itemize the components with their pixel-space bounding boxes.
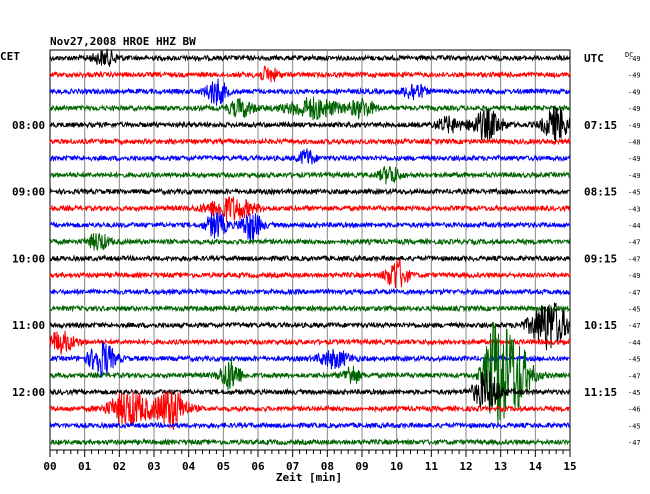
chart-title: Nov27,2008 HROE HHZ BW xyxy=(50,35,196,48)
seismic-trace xyxy=(49,437,571,447)
left-timezone: CET xyxy=(0,50,20,63)
dc-value: -44 xyxy=(628,222,641,230)
seismic-trace xyxy=(49,257,571,289)
dc-label: DC xyxy=(625,51,633,59)
plot-frame xyxy=(49,49,571,451)
left-time-label: 12:00 xyxy=(12,386,45,399)
label-layer: Nov27,2008 HROE HHZ BW CET DC Zeit [min]… xyxy=(0,35,641,484)
right-time-label: 11:15 xyxy=(584,386,617,399)
seismic-trace xyxy=(49,187,571,196)
seismic-trace xyxy=(49,65,571,83)
dc-value: -49 xyxy=(628,122,641,130)
dc-value: -46 xyxy=(628,406,641,414)
x-tick-label: 10 xyxy=(390,460,403,473)
dc-value: -47 xyxy=(628,372,641,380)
seismic-trace xyxy=(49,330,571,355)
seismic-trace xyxy=(49,96,571,121)
dc-value: -47 xyxy=(628,239,641,247)
right-time-label: 10:15 xyxy=(584,319,617,332)
dc-value: -43 xyxy=(628,205,641,213)
seismic-trace xyxy=(49,137,571,146)
x-tick-label: 07 xyxy=(286,460,299,473)
dc-value: -45 xyxy=(628,389,641,397)
dc-value: -49 xyxy=(628,272,641,280)
x-tick-label: 13 xyxy=(494,460,507,473)
x-tick-label: 05 xyxy=(217,460,230,473)
left-time-label: 11:00 xyxy=(12,319,45,332)
right-time-label: 09:15 xyxy=(584,252,617,265)
trace-layer xyxy=(49,48,571,447)
dc-value: -49 xyxy=(628,155,641,163)
x-tick-label: 11 xyxy=(425,460,439,473)
dc-value: -49 xyxy=(628,88,641,96)
left-time-label: 10:00 xyxy=(12,252,45,265)
x-tick-label: 12 xyxy=(459,460,472,473)
left-time-label: 09:00 xyxy=(12,186,45,199)
seismic-trace xyxy=(49,165,571,185)
dc-value: -47 xyxy=(628,255,641,263)
right-time-label: 07:15 xyxy=(584,119,617,132)
right-time-label: UTC xyxy=(584,52,604,65)
seismic-trace xyxy=(49,148,571,165)
x-tick-label: 03 xyxy=(147,460,160,473)
seismic-trace xyxy=(49,287,571,297)
seismic-trace xyxy=(49,254,571,263)
left-time-label: 08:00 xyxy=(12,119,45,132)
seismic-trace xyxy=(49,341,571,378)
seismic-trace xyxy=(49,211,571,241)
seismic-trace xyxy=(49,421,571,430)
x-tick-label: 04 xyxy=(182,460,196,473)
dc-value: -47 xyxy=(628,289,641,297)
seismic-trace xyxy=(49,105,571,143)
dc-value: -49 xyxy=(628,72,641,80)
x-tick-label: 15 xyxy=(563,460,576,473)
dc-value: -49 xyxy=(628,105,641,113)
dc-value: -47 xyxy=(628,439,641,447)
dc-value: -45 xyxy=(628,422,641,430)
x-tick-label: 09 xyxy=(355,460,368,473)
x-tick-label: 00 xyxy=(43,460,56,473)
seismic-trace xyxy=(49,196,571,222)
seismic-trace xyxy=(49,370,571,412)
seismic-trace xyxy=(49,321,571,424)
dc-value: -48 xyxy=(628,139,641,147)
dc-value: -49 xyxy=(628,172,641,180)
x-tick-label: 08 xyxy=(321,460,334,473)
dc-value: -49 xyxy=(628,55,641,63)
x-tick-label: 02 xyxy=(113,460,126,473)
seismic-trace xyxy=(49,390,571,431)
x-axis-label: Zeit [min] xyxy=(276,471,342,484)
dc-value: -45 xyxy=(628,189,641,197)
right-time-label: 08:15 xyxy=(584,186,617,199)
seismic-trace xyxy=(49,78,570,106)
seismic-trace xyxy=(49,304,571,313)
dc-value: -44 xyxy=(628,339,641,347)
x-axis: 00 01 02 03 04 05 06 07 08 09 10 11 12 13 14 15 xyxy=(43,450,577,473)
grid xyxy=(49,49,571,451)
seismic-trace xyxy=(49,48,571,67)
x-tick-label: 14 xyxy=(529,460,543,473)
dc-value: -47 xyxy=(628,322,641,330)
dc-value: -45 xyxy=(628,356,641,364)
seismic-trace xyxy=(49,302,571,351)
seismic-trace xyxy=(49,233,571,251)
x-tick-label: 01 xyxy=(78,460,92,473)
dc-value: -45 xyxy=(628,306,641,314)
x-tick-label: 06 xyxy=(251,460,265,473)
